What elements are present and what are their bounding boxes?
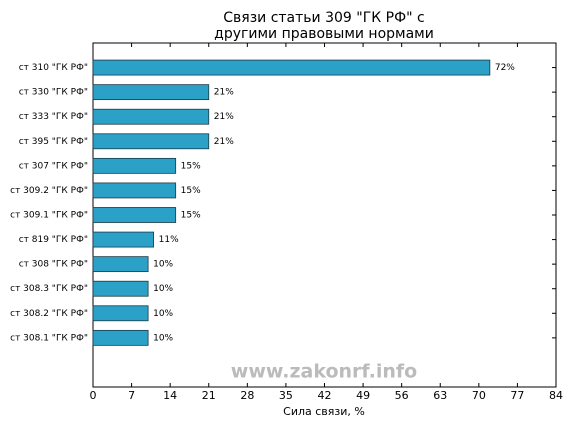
value-label: 72% (495, 63, 515, 73)
value-label: 15% (181, 211, 201, 221)
value-label: 10% (153, 260, 173, 270)
value-label: 15% (181, 161, 201, 171)
chart-title: другими правовыми нормами (214, 26, 434, 42)
y-tick-label: ст 309.2 "ГК РФ" (10, 186, 88, 196)
y-tick-label: ст 308.1 "ГК РФ" (10, 333, 88, 343)
y-tick-label: ст 395 "ГК РФ" (19, 137, 88, 147)
bar (92, 84, 210, 101)
bar (92, 182, 177, 199)
bar (92, 280, 149, 297)
value-label: 11% (159, 235, 179, 245)
bar (92, 231, 155, 248)
x-tick-label: 77 (510, 389, 524, 402)
x-tick-label: 28 (240, 389, 254, 402)
chart-title: Связи статьи 309 "ГК РФ" с (223, 10, 424, 26)
value-label: 21% (214, 112, 234, 122)
x-tick-label: 14 (163, 389, 177, 402)
value-label: 15% (181, 186, 201, 196)
bar (92, 207, 177, 223)
bar (92, 305, 149, 322)
x-tick-label: 56 (395, 389, 409, 402)
bar (92, 256, 149, 273)
bar (92, 157, 177, 174)
y-tick-label: ст 330 "ГК РФ" (19, 88, 88, 98)
bar (92, 59, 491, 76)
x-tick-label: 0 (90, 389, 97, 402)
watermark: www.zakonrf.info (231, 361, 417, 383)
y-tick-label: ст 819 "ГК РФ" (19, 235, 88, 245)
x-tick-label: 49 (356, 389, 370, 402)
x-axis-label: Сила связи, % (283, 405, 365, 418)
value-label: 10% (153, 309, 173, 319)
x-tick-label: 42 (318, 389, 332, 402)
bar (92, 108, 210, 125)
x-tick-label: 70 (472, 389, 486, 402)
y-tick-label: ст 333 "ГК РФ" (19, 112, 88, 122)
y-tick-label: ст 309.1 "ГК РФ" (10, 211, 88, 221)
y-tick-label: ст 308.3 "ГК РФ" (10, 284, 88, 294)
x-tick-label: 7 (128, 389, 135, 402)
bar (92, 329, 149, 346)
value-label: 21% (214, 88, 234, 98)
value-label: 10% (153, 284, 173, 294)
x-tick-label: 21 (202, 389, 216, 402)
bar (92, 133, 210, 150)
y-tick-label: ст 308.2 "ГК РФ" (10, 309, 88, 319)
value-label: 21% (214, 137, 234, 147)
x-tick-label: 84 (549, 389, 563, 402)
y-tick-label: ст 310 "ГК РФ" (19, 63, 88, 73)
x-tick-label: 35 (279, 389, 293, 402)
x-tick-label: 63 (433, 389, 447, 402)
y-tick-label: ст 308 "ГК РФ" (19, 260, 88, 270)
y-tick-label: ст 307 "ГК РФ" (19, 161, 88, 171)
value-label: 10% (153, 333, 173, 343)
